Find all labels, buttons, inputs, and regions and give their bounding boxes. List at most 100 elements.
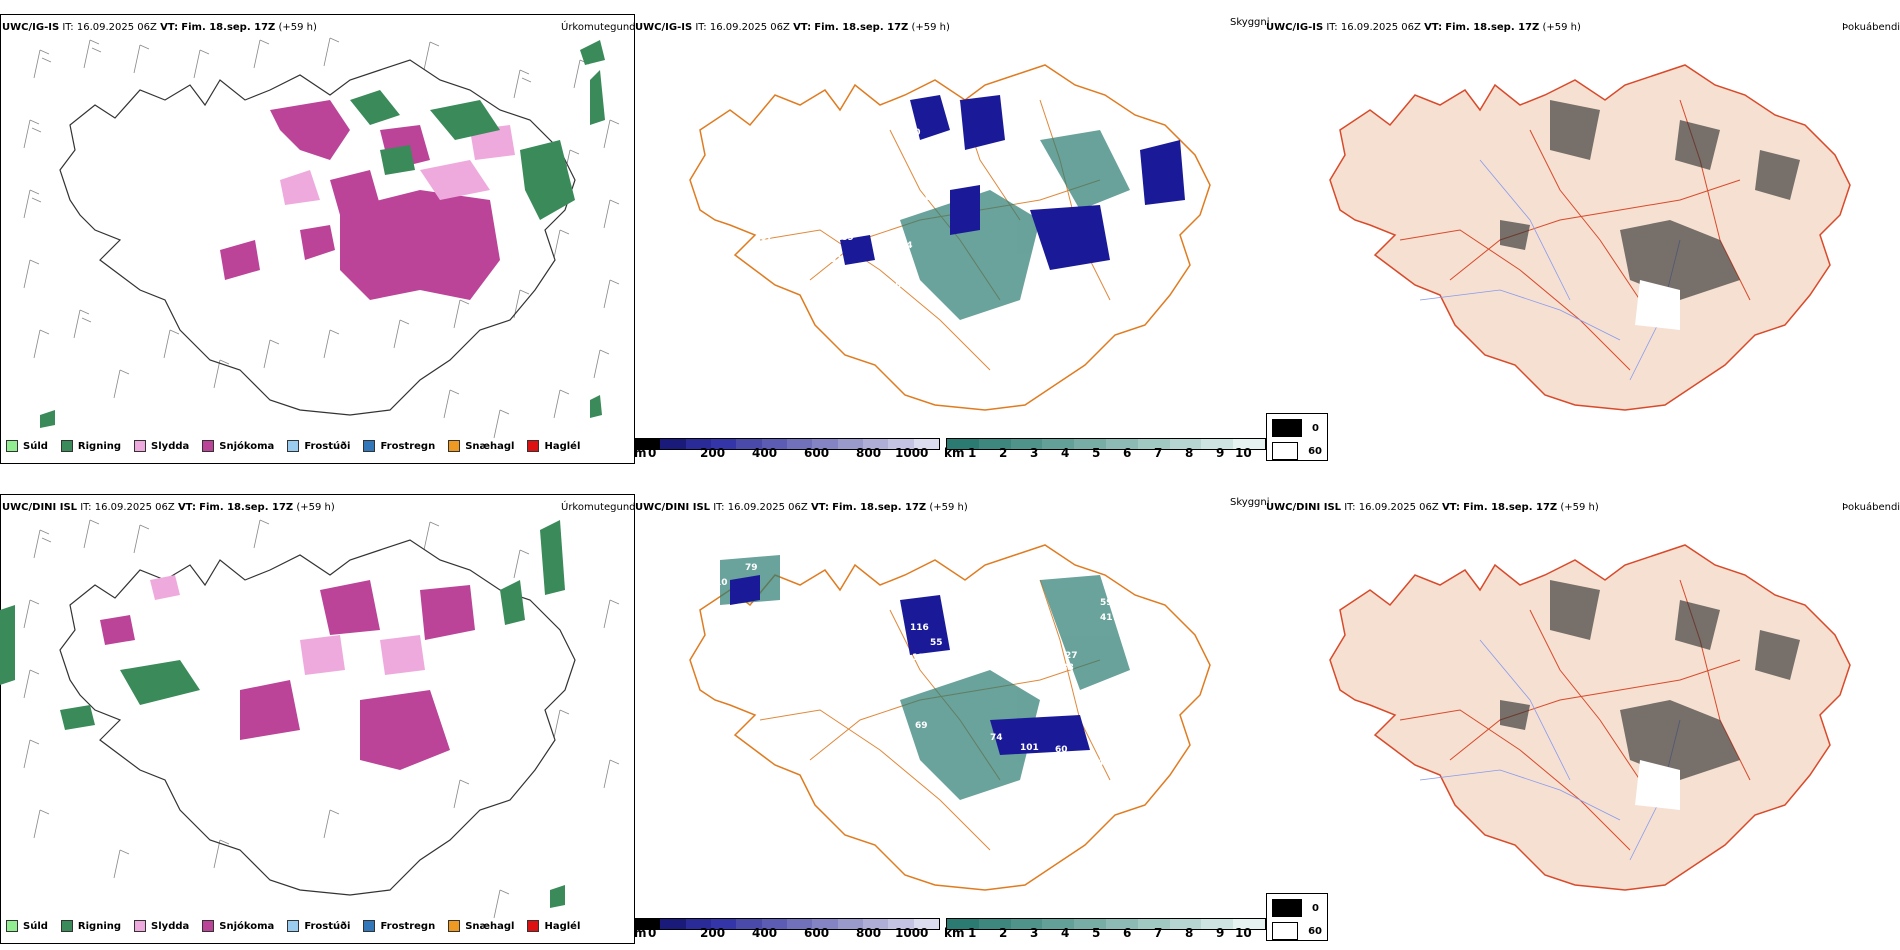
- model-name: UWC/IG-IS: [2, 22, 60, 33]
- rain-areas: [40, 40, 605, 428]
- legend-item: Frostúði: [287, 440, 350, 452]
- svg-text:118: 118: [912, 653, 931, 663]
- svg-text:794: 794: [865, 298, 884, 308]
- legend-item: Frostúði: [287, 920, 350, 932]
- svg-text:141: 141: [870, 165, 889, 175]
- legend-item: Frostregn: [363, 440, 435, 452]
- sleet-areas: [280, 125, 515, 205]
- svg-text:189: 189: [835, 233, 854, 243]
- valid-label: VT:: [160, 22, 179, 33]
- valid-time: Fim. 18.sep. 17Z: [181, 22, 276, 33]
- legend-item: Rigning: [60, 440, 121, 452]
- precip-map-1: [23, 37, 620, 439]
- visibility-labels-1: 121 61 54 75 77 00 57 141 169 63 189 84 …: [720, 118, 964, 308]
- visibility-map-2: 79 10 75 70 107 69 74 101 60 134 116 55 …: [689, 544, 1211, 891]
- legend-item: Snæhagl: [448, 440, 514, 452]
- svg-text:60: 60: [1055, 745, 1068, 755]
- svg-text:134: 134: [1085, 758, 1104, 768]
- svg-text:53: 53: [1130, 638, 1143, 648]
- legend-item: Snjókoma: [202, 920, 274, 932]
- visibility-scale-m: [634, 438, 940, 450]
- panel-title: Úrkomutegund: [561, 22, 636, 33]
- svg-text:121: 121: [755, 118, 774, 128]
- svg-text:21: 21: [1135, 613, 1148, 623]
- legend-item: Slydda: [134, 920, 189, 932]
- visibility-map-1: 121 61 54 75 77 00 57 141 169 63 189 84 …: [689, 64, 1211, 411]
- svg-text:63: 63: [870, 215, 883, 225]
- svg-text:57: 57: [910, 143, 923, 153]
- legend-item: Snæhagl: [448, 920, 514, 932]
- svg-text:69: 69: [915, 721, 928, 731]
- iceland-outline: [59, 59, 576, 416]
- svg-text:75: 75: [770, 178, 783, 188]
- panel-title: Skyggni: [1230, 17, 1270, 28]
- precip-map-2: [0, 519, 620, 919]
- legend-item: Súld: [6, 440, 48, 452]
- svg-text:00: 00: [908, 128, 921, 138]
- scale-unit: m: [634, 446, 647, 460]
- precip-type-panel-1: [0, 14, 635, 464]
- visibility-scale-km: [946, 438, 1266, 450]
- panel-header: UWC/IG-IS IT: 16.09.2025 06Z VT: Fim. 18…: [2, 22, 317, 33]
- legend-item: Súld: [6, 920, 48, 932]
- scale-unit: km: [944, 446, 965, 460]
- svg-text:79: 79: [745, 563, 758, 573]
- svg-text:65: 65: [925, 193, 938, 203]
- init-label: IT:: [62, 22, 74, 33]
- legend-item: Snjókoma: [202, 440, 274, 452]
- panel-title: Skyggni: [1230, 497, 1270, 508]
- svg-text:54: 54: [800, 153, 813, 163]
- svg-text:55: 55: [895, 281, 908, 291]
- svg-text:70: 70: [800, 703, 813, 713]
- svg-text:101: 101: [1020, 743, 1039, 753]
- precip-legend: Súld Rigning Slydda Snjókoma Frostúði Fr…: [6, 920, 580, 932]
- panel-header: UWC/DINI ISL IT: 16.09.2025 06Z VT: Fim.…: [635, 502, 968, 513]
- panel-header: UWC/DINI ISL IT: 16.09.2025 06Z VT: Fim.…: [2, 502, 335, 513]
- legend-item: Frostregn: [363, 920, 435, 932]
- row-2: UWC/DINI ISL IT: 16.09.2025 06Z VT: Fim.…: [0, 480, 1900, 950]
- fog-map-1: [1329, 64, 1851, 411]
- svg-text:55: 55: [930, 638, 943, 648]
- legend-item: Haglél: [527, 920, 580, 932]
- svg-text:86: 86: [1170, 658, 1183, 668]
- legend-item: Slydda: [134, 440, 189, 452]
- svg-text:74: 74: [900, 241, 913, 251]
- fog-legend: 0 60: [1266, 413, 1328, 461]
- svg-text:79: 79: [720, 246, 733, 256]
- wind-barbs: [23, 37, 620, 439]
- precip-legend: Súld Rigning Slydda Snjókoma Frostúði Fr…: [6, 440, 580, 452]
- svg-text:169: 169: [835, 208, 854, 218]
- panel-header: UWC/IG-IS IT: 16.09.2025 06Z VT: Fim. 18…: [1266, 22, 1581, 33]
- model-name: UWC/DINI ISL: [2, 502, 78, 513]
- lead-time: (+59 h): [278, 22, 317, 33]
- svg-text:85: 85: [935, 163, 948, 173]
- visibility-scale-m: [634, 918, 940, 930]
- svg-text:84: 84: [800, 251, 813, 261]
- panel-title: Úrkomutegund: [561, 502, 636, 513]
- init-time: 16.09.2025 06Z: [76, 22, 157, 33]
- fog-legend: 0 60: [1266, 893, 1328, 941]
- fog-map-2: [1329, 544, 1851, 891]
- panel-title: Þokuábendi: [1842, 22, 1900, 33]
- precip-type-panel-2: [0, 494, 635, 944]
- svg-text:188: 188: [1055, 663, 1074, 673]
- svg-text:138: 138: [955, 623, 974, 633]
- row-1: UWC/IG-IS IT: 16.09.2025 06Z VT: Fim. 18…: [0, 0, 1900, 470]
- panel-header: UWC/DINI ISL IT: 16.09.2025 06Z VT: Fim.…: [1266, 502, 1599, 513]
- svg-text:251: 251: [960, 635, 979, 645]
- visibility-scale-km: [946, 918, 1266, 930]
- svg-text:116: 116: [910, 623, 929, 633]
- svg-text:61: 61: [775, 133, 788, 143]
- svg-text:75: 75: [765, 663, 778, 673]
- panel-title: Þokuábendi: [1842, 502, 1900, 513]
- svg-text:107: 107: [860, 723, 879, 733]
- svg-text:67: 67: [760, 233, 773, 243]
- legend-item: Rigning: [60, 920, 121, 932]
- svg-text:91: 91: [830, 255, 843, 265]
- svg-text:417: 417: [1100, 613, 1119, 623]
- svg-text:117: 117: [945, 178, 964, 188]
- svg-text:10: 10: [715, 578, 728, 588]
- svg-text:59: 59: [1100, 598, 1113, 608]
- svg-text:59: 59: [1040, 563, 1053, 573]
- visibility-labels-2: 79 10 75 70 107 69 74 101 60 134 116 55 …: [715, 563, 1183, 768]
